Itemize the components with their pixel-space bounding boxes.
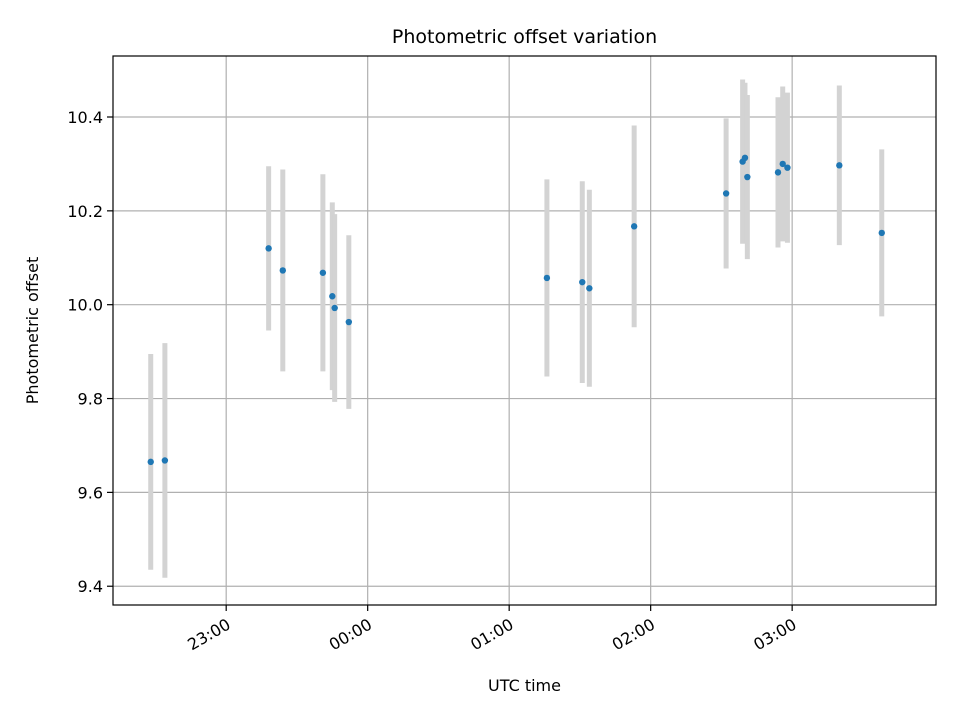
data-point [774, 169, 782, 176]
y-tick-label: 9.8 [78, 390, 103, 409]
y-tick-label: 10.0 [67, 296, 103, 315]
data-point [345, 318, 353, 326]
data-point [279, 267, 286, 274]
data-point [329, 293, 336, 300]
data-point [722, 190, 730, 197]
y-tick-label: 10.2 [67, 202, 103, 221]
y-tick-label: 9.6 [78, 483, 103, 502]
chart-title: Photometric offset variation [392, 26, 657, 48]
data-point [265, 245, 272, 252]
data-point [543, 274, 551, 282]
data-point [579, 278, 586, 286]
grid [113, 56, 936, 605]
data-point [630, 223, 638, 230]
y-tick-label: 10.4 [67, 108, 103, 127]
data-points [147, 154, 885, 466]
data-point [331, 304, 338, 312]
data-point [878, 229, 885, 237]
data-point [741, 154, 749, 162]
data-point [744, 173, 751, 181]
data-point [319, 269, 327, 276]
data-point [779, 160, 786, 168]
data-point [586, 285, 593, 292]
y-tick-label: 9.4 [78, 577, 103, 596]
data-point [147, 458, 154, 466]
data-point [836, 162, 843, 169]
data-point [784, 164, 791, 171]
data-point [161, 457, 169, 464]
y-axis-label: Photometric offset [23, 257, 42, 405]
x-axis-label: UTC time [488, 676, 561, 695]
y-axis-ticks: 9.4 9.6 9.8 10.0 10.2 10.4 [67, 108, 113, 596]
plot-frame [112, 55, 937, 606]
